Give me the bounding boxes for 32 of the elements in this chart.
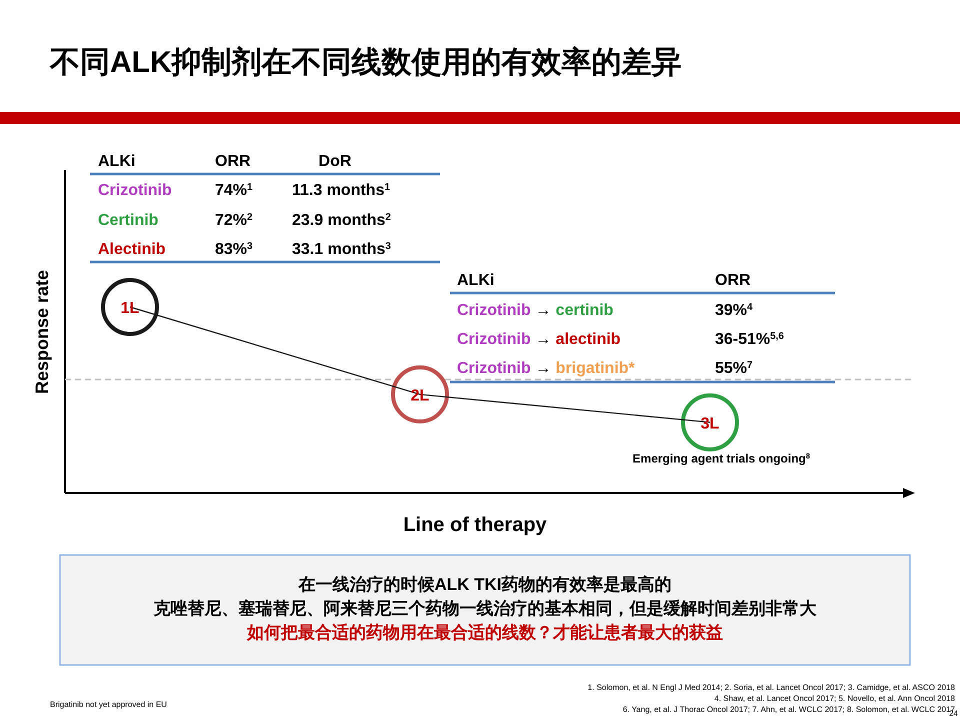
text: 11.3 months$^{1}$ [292, 182, 390, 199]
annotation: Crizotinib → alectinib [457, 331, 621, 348]
text: ALKi [457, 272, 494, 289]
chart-title: 不同ALK抑制剂在不同线数使用的有效率的差异 [49, 45, 682, 79]
text: Certinib [98, 212, 159, 229]
text: 在一线治疗的时候ALK TKI药物的有效率是最高的 [297, 575, 672, 594]
x-tick-label: 3L [700, 415, 720, 432]
y-axis-title: Response rate [32, 270, 52, 394]
text: ORR [215, 153, 251, 170]
annotation: Crizotinib → brigatinib* [457, 360, 636, 377]
text: 33.1 months$^{3}$ [292, 240, 392, 258]
x-axis-title: Line of therapy [403, 514, 548, 536]
x-tick-label: 1L [120, 300, 140, 317]
annotation: 36-51%$^{5,6}$ [715, 330, 784, 348]
annotation: Emerging agent trials ongoing$^{8}$ [632, 450, 810, 466]
text: Alectinib [98, 241, 166, 258]
text: 72%$^{2}$ [215, 212, 254, 229]
annotation: 55%$^{7}$ [715, 360, 754, 377]
text: ALKi [98, 153, 136, 170]
annotation: Crizotinib → certinib [457, 302, 614, 319]
text: 1. Solomon, et al. N Engl J Med 2014; 2. Soria, et al. Lancet Oncol 2017; 3. Camidge, et al. ASCO 2018 [588, 683, 956, 692]
text: 4. Shaw, et al. Lancet Oncol 2017; 5. Novello, et al. Ann Oncol 2018 [714, 694, 956, 703]
text: 23.9 months$^{2}$ [292, 212, 392, 229]
text: 克唑替尼、塞瑞替尼、阿来替尼三个药物一线治疗的基本相同，但是缓解时间差别非常大 [152, 599, 818, 618]
text: 83%$^{3}$ [215, 240, 254, 258]
text: DoR [318, 153, 352, 170]
text: ORR [715, 272, 751, 289]
text: 74%$^{1}$ [215, 182, 254, 199]
text: Brigatinib not yet approved in EU [50, 700, 168, 709]
annotation: 39%$^{4}$ [715, 302, 754, 319]
text: 如何把最合适的药物用在最合适的线数？才能让患者最大的获益 [246, 623, 723, 642]
text: Crizotinib [98, 182, 172, 199]
